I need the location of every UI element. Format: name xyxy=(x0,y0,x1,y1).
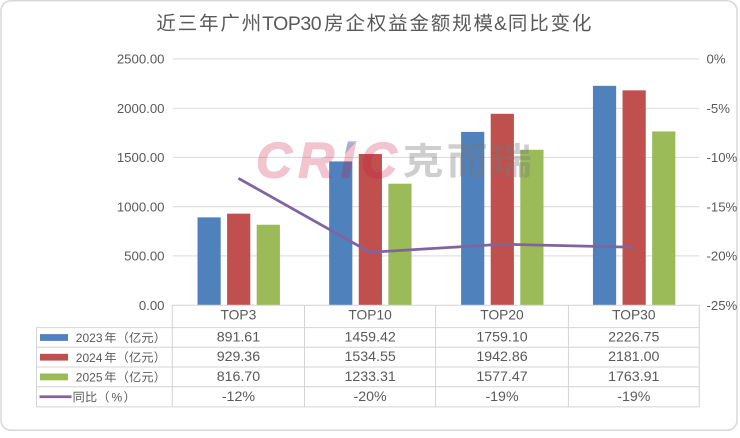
svg-text:929.36: 929.36 xyxy=(217,349,261,365)
svg-text:-5%: -5% xyxy=(707,101,731,116)
svg-text:-19%: -19% xyxy=(485,389,519,405)
svg-text:TOP30: TOP30 xyxy=(612,307,656,322)
svg-text:816.70: 816.70 xyxy=(217,369,261,385)
svg-text:1577.47: 1577.47 xyxy=(476,369,527,385)
svg-text:&: & xyxy=(494,13,507,35)
svg-text:-20%: -20% xyxy=(354,389,388,405)
svg-text:%: % xyxy=(112,390,123,404)
svg-text:0.00: 0.00 xyxy=(139,298,165,313)
svg-text:2226.75: 2226.75 xyxy=(608,330,659,346)
svg-text:2181.00: 2181.00 xyxy=(608,349,659,365)
svg-text:2023: 2023 xyxy=(76,331,103,345)
svg-text:-19%: -19% xyxy=(617,389,651,405)
svg-text:0%: 0% xyxy=(707,52,726,67)
svg-text:1759.10: 1759.10 xyxy=(476,330,527,346)
svg-text:-12%: -12% xyxy=(222,389,256,405)
svg-text:-20%: -20% xyxy=(707,249,738,264)
svg-text:TOP10: TOP10 xyxy=(348,307,392,322)
svg-text:TOP3: TOP3 xyxy=(221,307,257,322)
svg-text:1233.31: 1233.31 xyxy=(344,369,395,385)
svg-text:891.61: 891.61 xyxy=(217,330,261,346)
svg-text:-15%: -15% xyxy=(707,199,738,214)
svg-text:2024: 2024 xyxy=(76,351,103,365)
svg-text:-25%: -25% xyxy=(707,298,738,313)
svg-text:CRIC: CRIC xyxy=(256,132,403,188)
svg-text:TOP30: TOP30 xyxy=(262,13,322,35)
svg-text:2500.00: 2500.00 xyxy=(117,52,165,67)
svg-text:TOP20: TOP20 xyxy=(480,307,524,322)
svg-text:500.00: 500.00 xyxy=(124,249,164,264)
svg-text:1000.00: 1000.00 xyxy=(117,199,165,214)
svg-text:1534.55: 1534.55 xyxy=(344,349,395,365)
svg-text:1942.86: 1942.86 xyxy=(476,349,527,365)
svg-text:-10%: -10% xyxy=(707,150,738,165)
svg-text:2025: 2025 xyxy=(76,371,103,385)
svg-text:1500.00: 1500.00 xyxy=(117,150,165,165)
svg-text:1459.42: 1459.42 xyxy=(344,330,395,346)
svg-text:2000.00: 2000.00 xyxy=(117,101,165,116)
svg-text:1763.91: 1763.91 xyxy=(608,369,659,385)
